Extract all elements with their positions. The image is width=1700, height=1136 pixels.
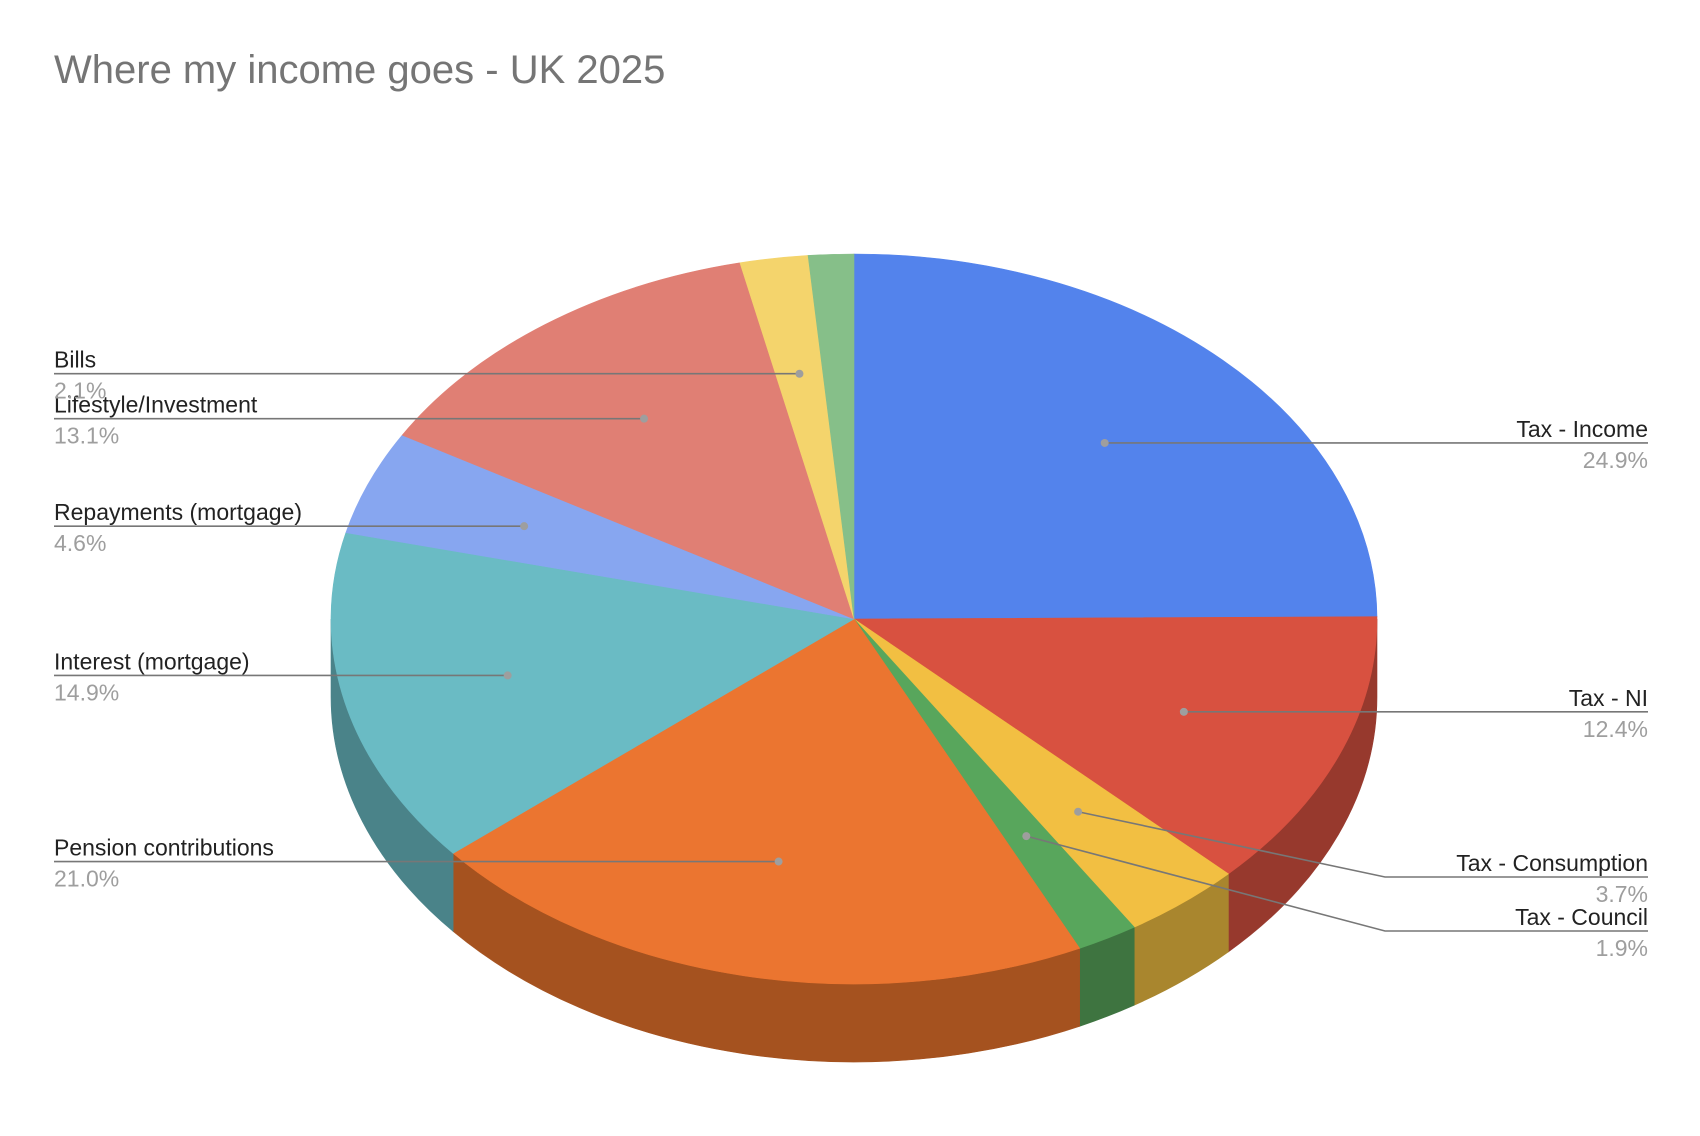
leader-line-tax-consumption [1077,810,1648,878]
slice-label-tax-consumption: Tax - Consumption [1456,850,1648,876]
slice-label-tax-income: Tax - Income [1516,416,1648,442]
slice-pct-pension-contributions: 21.0% [54,866,119,892]
slice-pct-tax-consumption: 3.7% [1596,881,1648,907]
slice-pct-tax-ni: 12.4% [1583,716,1648,742]
slice-label-repayments-mortgage: Repayments (mortgage) [54,499,302,525]
pie-slice-interest-mortgage [330,532,855,854]
pie-slices [330,253,1378,985]
leader-dot-tax-income [1100,438,1109,447]
slice-pct-repayments-mortgage: 4.6% [54,530,106,556]
slice-labels: Tax - Income 24.9% Tax - NI 12.4% Tax - Cons… [54,347,1648,961]
leader-dot-interest-mortgage [503,671,512,680]
slice-label-lifestyle-investment: Lifestyle/Investment [54,392,258,418]
chart-title: Where my income goes - UK 2025 [54,48,666,92]
pie-slice-tax-income [853,253,1378,620]
slice-label-tax-ni: Tax - NI [1569,685,1648,711]
leader-dot-tax-council [1022,832,1031,841]
leader-dot-repayments-mortgage [520,522,529,531]
slice-pct-tax-council: 1.9% [1596,935,1648,961]
pie-slice-unlabeled [807,253,855,620]
pie-slice-pension-contributions [452,618,1081,985]
leader-dot-pension-contributions [774,857,783,866]
pie-slice-lifestyle-investment [401,262,855,620]
leader-line-tax-council [1026,835,1648,932]
slice-label-interest-mortgage: Interest (mortgage) [54,648,250,674]
slice-pct-bills: 2.1% [54,378,106,404]
slice-label-pension-contributions: Pension contributions [54,835,274,861]
leader-dot-tax-ni [1179,707,1188,716]
slice-pct-interest-mortgage: 14.9% [54,679,119,705]
slice-pct-lifestyle-investment: 13.1% [54,423,119,449]
slice-pct-tax-income: 24.9% [1583,447,1648,473]
slice-label-bills: Bills [54,347,96,373]
pie-slice-tax-ni [853,616,1378,875]
slice-label-tax-council: Tax - Council [1515,904,1648,930]
leader-dot-tax-consumption [1074,807,1083,816]
leader-dot-bills [795,369,804,378]
leader-dot-lifestyle-investment [640,414,649,423]
